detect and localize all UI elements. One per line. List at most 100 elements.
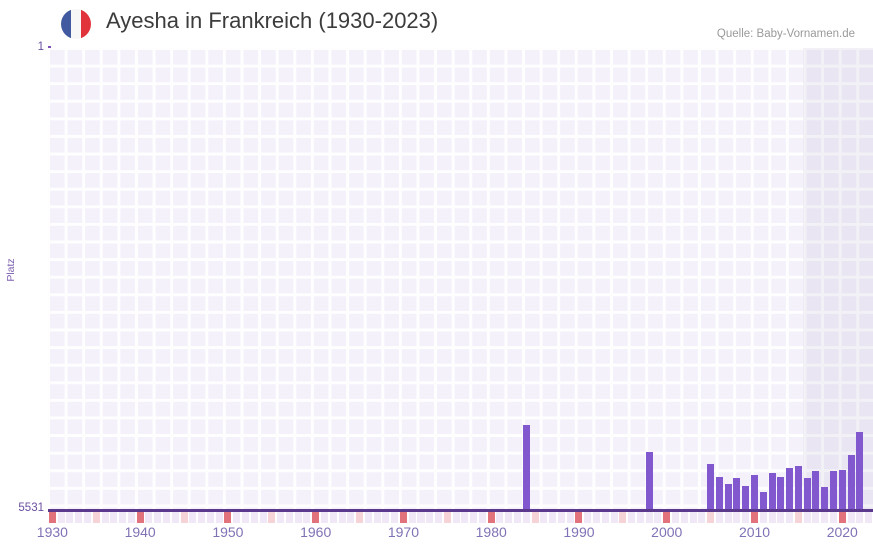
x-tick-1952 (241, 512, 249, 523)
x-tick-2003 (689, 512, 697, 523)
x-tick-1953 (250, 512, 258, 523)
x-tick-2006 (715, 512, 723, 523)
bar-2010 (751, 475, 759, 510)
plot-area (48, 48, 873, 510)
x-tick-1987 (549, 512, 557, 523)
x-tick-1973 (426, 512, 434, 523)
bar-2016 (803, 478, 811, 510)
x-tick-1979 (478, 512, 486, 523)
x-axis-label-1970: 1970 (387, 524, 420, 540)
x-tick-2000 (663, 512, 671, 523)
y-axis-bottom-tick-label: 5531 (18, 502, 44, 514)
x-tick-1975 (443, 512, 451, 523)
x-tick-2011 (759, 512, 767, 523)
x-tick-1960 (312, 512, 320, 523)
x-tick-1931 (57, 512, 65, 523)
x-tick-2018 (821, 512, 829, 523)
x-tick-1935 (92, 512, 100, 523)
bar-2006 (715, 477, 723, 510)
x-tick-1961 (320, 512, 328, 523)
bar-series (48, 48, 873, 510)
x-tick-1957 (285, 512, 293, 523)
x-tick-1937 (110, 512, 118, 523)
x-tick-1983 (514, 512, 522, 523)
x-tick-1966 (364, 512, 372, 523)
x-tick-2012 (768, 512, 776, 523)
x-tick-1967 (373, 512, 381, 523)
x-tick-1933 (75, 512, 83, 523)
x-tick-1997 (636, 512, 644, 523)
bar-1998 (645, 452, 653, 510)
x-tick-1965 (356, 512, 364, 523)
x-tick-2023 (865, 512, 873, 523)
y-axis-top-tick-label: 1 (37, 41, 44, 53)
x-tick-1956 (277, 512, 285, 523)
x-axis-label-1960: 1960 (300, 524, 332, 540)
x-tick-1976 (452, 512, 460, 523)
x-tick-1996 (628, 512, 636, 523)
bar-2022 (856, 432, 864, 510)
x-tick-1970 (399, 512, 407, 523)
x-axis-label-1940: 1940 (124, 524, 156, 540)
x-tick-2013 (777, 512, 785, 523)
x-tick-1939 (127, 512, 135, 523)
x-tick-1932 (66, 512, 74, 523)
x-tick-2016 (803, 512, 811, 523)
bar-2018 (821, 487, 829, 510)
x-tick-2010 (751, 512, 759, 523)
x-tick-1971 (408, 512, 416, 523)
bar-2017 (812, 471, 820, 510)
x-tick-1942 (154, 512, 162, 523)
x-tick-1984 (522, 512, 530, 523)
x-tick-2020 (838, 512, 846, 523)
bar-2007 (724, 484, 732, 510)
x-tick-1954 (259, 512, 267, 523)
bar-2012 (768, 472, 776, 510)
x-tick-2022 (856, 512, 864, 523)
x-tick-1934 (83, 512, 91, 523)
x-tick-1994 (610, 512, 618, 523)
x-tick-2015 (794, 512, 802, 523)
chart-header: Ayesha in Frankreich (1930-2023) Quelle:… (0, 0, 873, 48)
bar-2019 (829, 470, 837, 510)
x-tick-2019 (829, 512, 837, 523)
x-tick-1955 (268, 512, 276, 523)
x-tick-2005 (707, 512, 715, 523)
x-tick-1988 (557, 512, 565, 523)
x-tick-1977 (461, 512, 469, 523)
x-tick-1948 (206, 512, 214, 523)
x-tick-2002 (680, 512, 688, 523)
x-tick-1992 (593, 512, 601, 523)
x-tick-1972 (417, 512, 425, 523)
x-tick-1945 (180, 512, 188, 523)
x-tick-1986 (540, 512, 548, 523)
x-tick-1999 (654, 512, 662, 523)
x-tick-1958 (294, 512, 302, 523)
bar-1984 (522, 425, 530, 510)
source-attribution: Quelle: Baby-Vornamen.de (716, 28, 855, 40)
x-tick-1944 (171, 512, 179, 523)
x-axis-line (48, 509, 873, 512)
x-tick-1981 (496, 512, 504, 523)
x-tick-1930 (48, 512, 56, 523)
x-tick-2021 (847, 512, 855, 523)
x-tick-1964 (347, 512, 355, 523)
x-tick-2017 (812, 512, 820, 523)
x-tick-1982 (505, 512, 513, 523)
grid-lines (48, 48, 873, 510)
bar-2008 (733, 478, 741, 510)
x-tick-1949 (215, 512, 223, 523)
bar-2014 (786, 467, 794, 510)
page-title: Ayesha in Frankreich (1930-2023) (106, 8, 439, 33)
x-tick-1950 (224, 512, 232, 523)
bar-2009 (742, 485, 750, 510)
x-tick-1959 (303, 512, 311, 523)
x-tick-2004 (698, 512, 706, 523)
x-axis-tick-markers (48, 512, 873, 523)
x-tick-2009 (742, 512, 750, 523)
bar-2011 (759, 491, 767, 510)
bar-2005 (707, 464, 715, 510)
x-tick-1946 (189, 512, 197, 523)
x-tick-1995 (619, 512, 627, 523)
x-tick-1938 (119, 512, 127, 523)
